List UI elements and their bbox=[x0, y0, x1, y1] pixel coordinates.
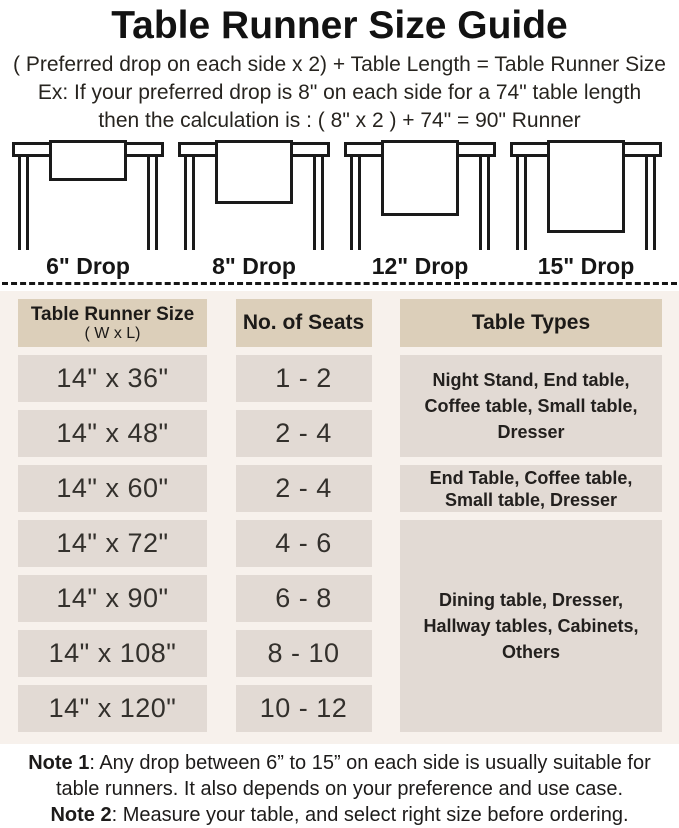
runner-shape bbox=[547, 140, 625, 233]
size-guide-section: Table Runner Size ( W x L) 14" x 36" 14"… bbox=[0, 291, 679, 744]
drop-diagram-8: 8" Drop bbox=[178, 140, 330, 280]
example-line-2: then the calculation is : ( 8" x 2 ) + 7… bbox=[98, 109, 581, 132]
types-cell-large-tables: Dining table, Dresser, Hallway tables, C… bbox=[400, 520, 662, 732]
note-1: Note 1: Any drop between 6” to 15” on ea… bbox=[0, 750, 679, 802]
size-cell: 14" x 60" bbox=[18, 465, 207, 512]
table-leg-left bbox=[184, 156, 195, 250]
seats-cell: 1 - 2 bbox=[235, 355, 372, 402]
size-cell: 14" x 48" bbox=[18, 410, 207, 457]
size-cell: 14" x 36" bbox=[18, 355, 207, 402]
table-leg-left bbox=[516, 156, 527, 250]
seats-cell: 8 - 10 bbox=[235, 630, 372, 677]
runner-size-header: Table Runner Size ( W x L) bbox=[18, 299, 207, 347]
note-2-label: Note 2 bbox=[50, 804, 112, 826]
note-1-label: Note 1 bbox=[28, 752, 90, 774]
drop-diagrams-row: 6" Drop 8" Drop 12" Drop 15" Drop bbox=[0, 140, 679, 280]
note-1-text-line1: : Any drop between 6” to 15” on each sid… bbox=[89, 752, 651, 774]
column-seats: No. of Seats 1 - 2 2 - 4 2 - 4 4 - 6 6 -… bbox=[235, 299, 372, 732]
size-guide-table: Table Runner Size ( W x L) 14" x 36" 14"… bbox=[18, 299, 662, 732]
note-1-text-line2: table runners. It also depends on your p… bbox=[55, 778, 624, 800]
seats-cell: 10 - 12 bbox=[235, 685, 372, 732]
seats-cell: 6 - 8 bbox=[235, 575, 372, 622]
table-leg-right bbox=[479, 156, 490, 250]
seats-cell: 4 - 6 bbox=[235, 520, 372, 567]
table-types-header-title: Table Types bbox=[471, 311, 591, 334]
table-runner-diagram bbox=[178, 140, 330, 250]
table-leg-left bbox=[350, 156, 361, 250]
drop-label: 15" Drop bbox=[537, 253, 635, 279]
runner-shape bbox=[215, 140, 293, 204]
drop-label: 8" Drop bbox=[212, 253, 296, 279]
table-leg-right bbox=[313, 156, 324, 250]
size-cell: 14" x 72" bbox=[18, 520, 207, 567]
dashed-divider bbox=[2, 282, 677, 285]
drop-diagram-6: 6" Drop bbox=[12, 140, 164, 280]
page-title: Table Runner Size Guide bbox=[111, 4, 568, 47]
table-leg-right bbox=[645, 156, 656, 250]
runner-size-header-title: Table Runner Size bbox=[30, 303, 195, 325]
runner-shape bbox=[49, 140, 127, 181]
size-cell: 14" x 90" bbox=[18, 575, 207, 622]
size-cell: 14" x 120" bbox=[18, 685, 207, 732]
seats-cell: 2 - 4 bbox=[235, 410, 372, 457]
note-2: Note 2: Measure your table, and select r… bbox=[0, 802, 679, 828]
types-cell-medium-tables: End Table, Coffee table, Small table, Dr… bbox=[400, 465, 662, 512]
drop-label: 12" Drop bbox=[371, 253, 469, 279]
types-cell-small-tables: Night Stand, End table, Coffee table, Sm… bbox=[400, 355, 662, 457]
table-runner-diagram bbox=[344, 140, 496, 250]
column-runner-size: Table Runner Size ( W x L) 14" x 36" 14"… bbox=[18, 299, 207, 732]
notes-block: Note 1: Any drop between 6” to 15” on ea… bbox=[0, 744, 679, 828]
seats-header-title: No. of Seats bbox=[242, 311, 365, 334]
table-leg-left bbox=[18, 156, 29, 250]
example-line-1: Ex: If your preferred drop is 8" on each… bbox=[37, 81, 642, 104]
runner-shape bbox=[381, 140, 459, 216]
seats-cell: 2 - 4 bbox=[235, 465, 372, 512]
table-runner-diagram bbox=[510, 140, 662, 250]
column-table-types: Table Types Night Stand, End table, Coff… bbox=[400, 299, 662, 732]
note-2-text: : Measure your table, and select right s… bbox=[111, 804, 629, 826]
table-runner-diagram bbox=[12, 140, 164, 250]
drop-diagram-12: 12" Drop bbox=[344, 140, 496, 280]
table-types-header: Table Types bbox=[400, 299, 662, 347]
drop-diagram-15: 15" Drop bbox=[510, 140, 662, 280]
table-leg-right bbox=[147, 156, 158, 250]
size-cell: 14" x 108" bbox=[18, 630, 207, 677]
seats-header: No. of Seats bbox=[235, 299, 372, 347]
runner-size-header-subtitle: ( W x L) bbox=[84, 324, 141, 342]
header-block: Table Runner Size Guide ( Preferred drop… bbox=[0, 0, 679, 133]
formula-text: ( Preferred drop on each side x 2) + Tab… bbox=[13, 53, 666, 76]
drop-label: 6" Drop bbox=[46, 253, 130, 279]
